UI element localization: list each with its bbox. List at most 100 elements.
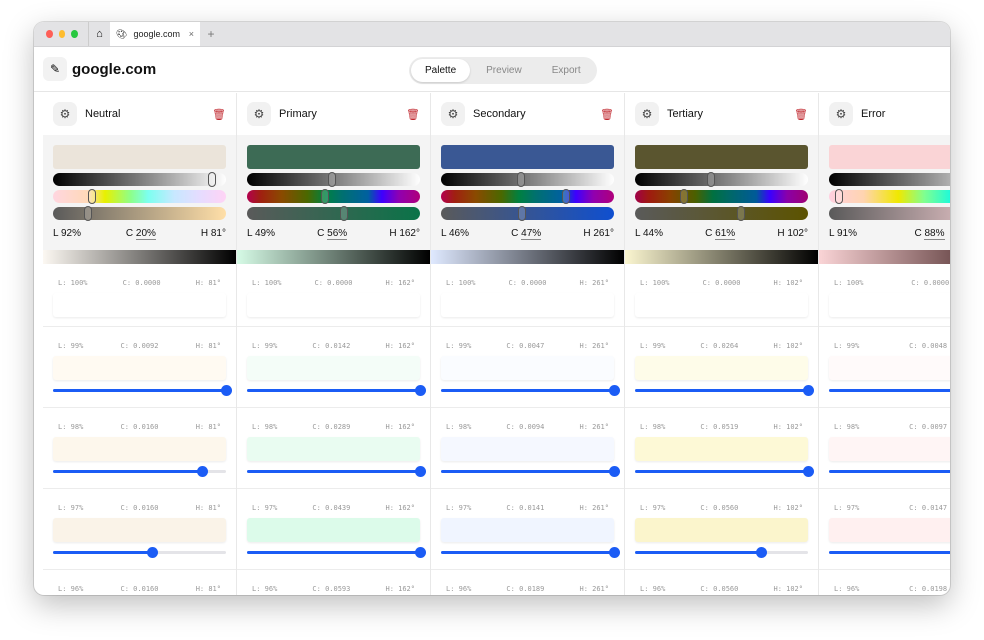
home-icon[interactable]: ⌂ [88,22,110,46]
tab-preview[interactable]: Preview [486,65,522,76]
shade-swatch[interactable] [53,356,226,380]
hue-slider[interactable] [829,189,950,204]
chroma-slider[interactable] [53,206,226,221]
row-slider[interactable] [441,466,620,477]
shade-swatch[interactable] [829,293,950,317]
lightness-slider[interactable] [53,172,226,187]
shade-swatch[interactable] [441,356,614,380]
shade-swatch[interactable] [53,293,226,317]
trash-icon[interactable]: 🗑︎ [212,108,226,121]
shade-swatch[interactable] [635,293,808,317]
slider-handle[interactable] [834,189,843,204]
trash-icon[interactable]: 🗑︎ [406,108,420,121]
row-slider[interactable] [247,466,426,477]
gear-icon[interactable]: ⚙ [247,102,271,126]
slider-handle[interactable] [339,206,348,221]
slider-handle[interactable] [562,189,571,204]
tab-palette[interactable]: Palette [411,59,471,82]
chroma-value[interactable]: C 47% [511,228,542,240]
chroma-slider[interactable] [635,206,808,221]
slider-handle[interactable] [736,206,745,221]
slider-handle[interactable] [196,466,208,477]
gear-icon[interactable]: ⚙ [441,102,465,126]
hue-slider[interactable] [635,189,808,204]
row-slider[interactable] [53,385,232,396]
row-slider[interactable] [247,547,426,558]
maximize-window-button[interactable] [71,30,79,38]
hue-slider[interactable] [441,189,614,204]
slider-handle[interactable] [707,172,716,187]
gear-icon[interactable]: ⚙ [829,102,853,126]
shade-swatch[interactable] [829,518,950,542]
slider-handle[interactable] [756,547,768,558]
slider-handle[interactable] [609,466,620,477]
row-slider[interactable] [247,385,426,396]
chroma-slider[interactable] [247,206,420,221]
base-swatch[interactable] [441,145,614,169]
slider-handle[interactable] [327,172,336,187]
base-swatch[interactable] [635,145,808,169]
close-tab-icon[interactable]: × [188,29,194,39]
lightness-slider[interactable] [441,172,614,187]
row-slider[interactable] [635,385,814,396]
slider-handle[interactable] [609,385,620,396]
pencil-icon[interactable]: ✎ [43,57,67,81]
slider-handle[interactable] [415,385,426,396]
slider-handle[interactable] [83,206,92,221]
trash-icon[interactable]: 🗑︎ [600,108,614,121]
slider-handle[interactable] [803,385,814,396]
shade-swatch[interactable] [441,518,614,542]
row-slider[interactable] [635,547,808,558]
shade-swatch[interactable] [829,437,950,461]
slider-handle[interactable] [221,385,232,396]
row-slider[interactable] [441,385,620,396]
row-slider[interactable] [441,547,620,558]
slider-handle[interactable] [803,466,814,477]
lightness-slider[interactable] [635,172,808,187]
base-swatch[interactable] [247,145,420,169]
lightness-slider[interactable] [829,173,950,186]
slider-handle[interactable] [415,547,426,558]
gear-icon[interactable]: ⚙ [53,102,77,126]
hue-slider[interactable] [247,189,420,204]
gear-icon[interactable]: ⚙ [635,102,659,126]
slider-handle[interactable] [87,189,96,204]
tab-google[interactable]: 🎨︎ google.com × [110,22,200,46]
new-tab-button[interactable]: + [207,27,215,41]
tab-export[interactable]: Export [551,65,581,76]
shade-swatch[interactable] [247,518,420,542]
shade-swatch[interactable] [635,356,808,380]
shade-swatch[interactable] [441,437,614,461]
lightness-slider[interactable] [247,172,420,187]
shade-swatch[interactable] [635,518,808,542]
shade-swatch[interactable] [247,356,420,380]
row-slider[interactable] [829,470,950,473]
shade-swatch[interactable] [441,293,614,317]
hue-slider[interactable] [53,189,226,204]
row-slider[interactable] [829,389,950,392]
row-slider[interactable] [635,466,814,477]
shade-swatch[interactable] [53,518,226,542]
minimize-window-button[interactable] [58,30,66,38]
shade-swatch[interactable] [635,437,808,461]
slider-handle[interactable] [680,189,689,204]
chroma-slider[interactable] [441,206,614,221]
base-swatch[interactable] [829,145,950,169]
slider-handle[interactable] [415,466,426,477]
slider-handle[interactable] [516,172,525,187]
shade-swatch[interactable] [247,293,420,317]
chroma-slider[interactable] [829,207,950,220]
shade-swatch[interactable] [53,437,226,461]
shade-swatch[interactable] [829,356,950,380]
row-slider[interactable] [53,466,226,477]
chroma-value[interactable]: C 88% [914,228,945,240]
slider-handle[interactable] [208,172,217,187]
trash-icon[interactable]: 🗑︎ [794,108,808,121]
shade-swatch[interactable] [247,437,420,461]
slider-handle[interactable] [609,547,620,558]
slider-handle[interactable] [320,189,329,204]
chroma-value[interactable]: C 20% [125,228,156,240]
row-slider[interactable] [829,551,950,554]
base-swatch[interactable] [53,145,226,169]
chroma-value[interactable]: C 56% [317,228,348,240]
